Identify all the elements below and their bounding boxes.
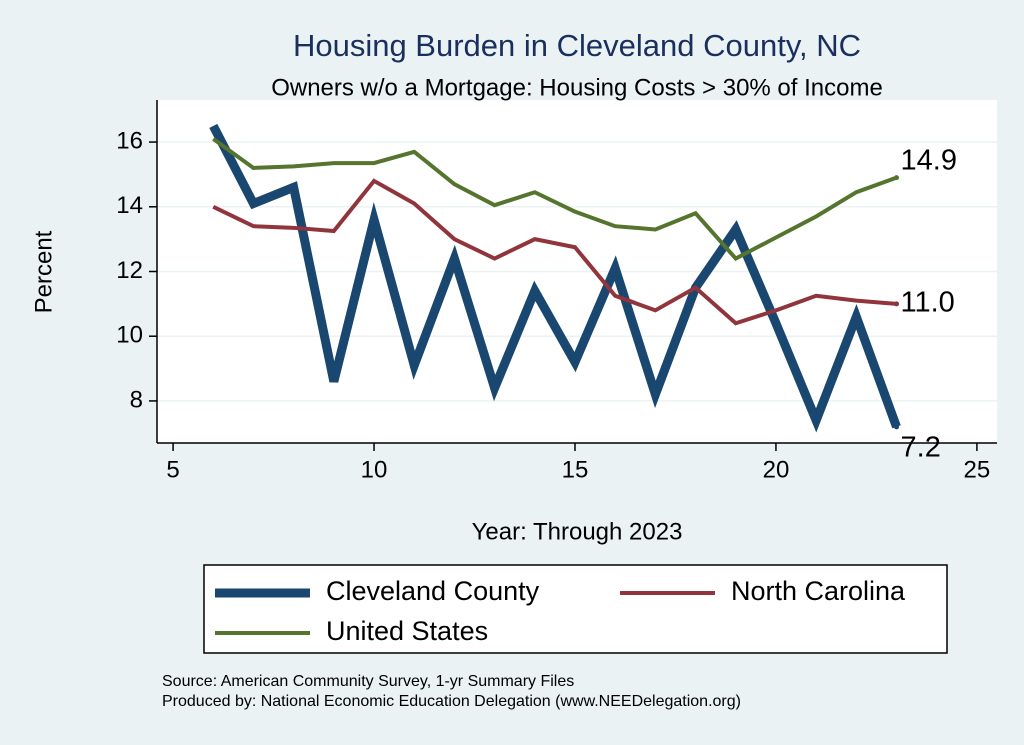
- y-tick-label: 8: [130, 386, 143, 413]
- x-tick-label: 5: [166, 456, 179, 483]
- legend-label: Cleveland County: [326, 576, 540, 606]
- x-tick-label: 15: [562, 456, 589, 483]
- end-marker: [894, 301, 900, 307]
- y-tick-label: 12: [116, 257, 143, 284]
- legend-label: United States: [326, 616, 488, 646]
- series-line: [209, 123, 901, 433]
- end-label: 7.2: [901, 431, 941, 463]
- x-axis-label: Year: Through 2023: [472, 518, 683, 545]
- x-tick-label: 10: [361, 456, 388, 483]
- end-marker: [894, 424, 900, 430]
- end-label: 14.9: [901, 144, 957, 176]
- series-line: [212, 178, 897, 326]
- end-label: 11.0: [901, 287, 955, 319]
- y-axis-label: Percent: [30, 230, 57, 313]
- y-tick-label: 10: [116, 322, 143, 349]
- chart-subtitle: Owners w/o a Mortgage: Housing Costs > 3…: [271, 74, 883, 101]
- legend: [203, 564, 948, 654]
- legend-label: North Carolina: [731, 576, 906, 606]
- source-note: Source: American Community Survey, 1-yr …: [162, 673, 574, 690]
- end-marker: [894, 175, 900, 181]
- x-tick-label: 25: [964, 456, 991, 483]
- producer-note: Produced by: National Economic Education…: [162, 693, 741, 710]
- x-tick-label: 20: [763, 456, 790, 483]
- series-line: [212, 137, 898, 262]
- y-tick-label: 14: [116, 192, 143, 219]
- y-tick-label: 16: [116, 127, 143, 154]
- chart-title: Housing Burden in Cleveland County, NC: [293, 28, 861, 63]
